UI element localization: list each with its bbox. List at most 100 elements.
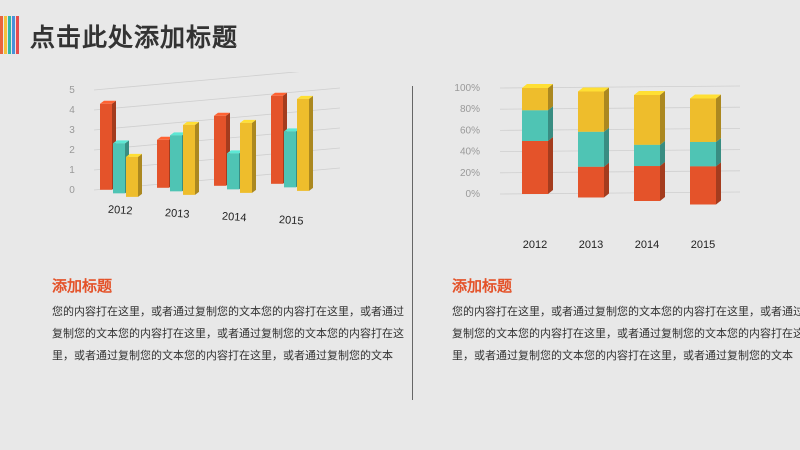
bar-top-face (227, 150, 243, 154)
stacked-bar-segment (690, 162, 721, 205)
y-tick-label: 0 (69, 185, 75, 196)
bar-top-face (183, 121, 199, 125)
bar-side-face (309, 95, 313, 191)
y-tick-label: 0% (466, 189, 481, 200)
bar-side-face (548, 84, 553, 111)
bar (183, 121, 199, 195)
bar (297, 95, 313, 191)
y-tick-label: 4 (69, 105, 75, 116)
bar-side-face (604, 162, 609, 198)
bar-side-face (195, 121, 199, 195)
y-tick-label: 3 (69, 125, 75, 136)
bar-front-face (100, 103, 112, 190)
bar-chart-3d: 0 1 2 3 4 5 2012 2013 2014 2015 (69, 72, 341, 228)
bar-front-face (634, 166, 660, 201)
bar-front-face (634, 95, 660, 145)
x-tick-label: 2013 (579, 239, 603, 251)
stacked-bar-segment (578, 87, 609, 132)
bar-front-face (578, 91, 604, 132)
bar-top-face (578, 87, 609, 92)
title-accent-stripes (0, 16, 22, 56)
bar-top-face (271, 92, 287, 96)
bar-front-face (578, 131, 604, 167)
bar-front-face (634, 144, 660, 167)
bar-front-face (522, 110, 548, 141)
bar-front-face (297, 98, 309, 191)
gridline (93, 87, 341, 111)
stacked-bar-segment (522, 106, 553, 141)
stacked-bar-segment (578, 162, 609, 198)
bar-front-face (690, 141, 716, 167)
stacked-bar-segment (634, 162, 665, 201)
bar-top-face (157, 136, 173, 140)
bar-side-face (548, 137, 553, 194)
bar-top-face (100, 100, 116, 104)
x-tick-label: 2015 (279, 214, 304, 228)
bar-top-face (113, 140, 129, 144)
accent-stripe (0, 16, 3, 54)
stacked-bar-segment (522, 84, 553, 111)
left-body-text: 您的内容打在这里，或者通过复制您的文本您的内容打在这里，或者通过复制您的文本您的… (52, 305, 404, 362)
right-subtitle: 添加标题 (452, 277, 513, 295)
y-tick-label: 2 (69, 145, 75, 156)
bar-side-face (138, 153, 142, 197)
bar-side-face (716, 137, 721, 167)
bar-front-face (522, 141, 548, 194)
y-tick-label: 40% (460, 147, 480, 158)
bar (240, 119, 256, 193)
y-tick-label: 20% (460, 168, 480, 179)
y-tick-label: 80% (460, 104, 480, 115)
accent-stripe (8, 16, 11, 54)
accent-stripe (16, 16, 19, 54)
bar-side-face (548, 106, 553, 141)
bar-side-face (660, 91, 665, 145)
bar-top-face (284, 128, 300, 132)
x-tick-label: 2014 (635, 239, 659, 251)
stacked-bar-segment (522, 137, 553, 194)
bar-front-face (690, 166, 716, 205)
bar-front-face (113, 143, 125, 194)
left-subtitle: 添加标题 (52, 277, 113, 295)
bar-front-face (284, 131, 296, 188)
bar-front-face (578, 166, 604, 198)
bar-top-face (297, 95, 313, 99)
accent-stripe (12, 16, 15, 54)
y-tick-label: 1 (69, 165, 75, 176)
stacked-bar-segment (578, 127, 609, 167)
bar-front-face (183, 124, 195, 195)
stacked-bar-segment (690, 94, 721, 142)
x-tick-label: 2012 (523, 239, 547, 251)
bar-front-face (157, 139, 169, 188)
stacked-bar-segment (634, 91, 665, 145)
bar-front-face (690, 98, 716, 142)
bar-front-face (227, 153, 239, 190)
bar-side-face (604, 87, 609, 132)
bar-side-face (604, 127, 609, 167)
bar-top-face (170, 132, 186, 136)
bar-top-face (522, 84, 553, 88)
bar-top-face (690, 94, 721, 99)
bar-front-face (271, 95, 283, 184)
bar (126, 153, 142, 197)
y-tick-label: 60% (460, 125, 480, 136)
bar-side-face (716, 162, 721, 205)
bar-side-face (660, 162, 665, 201)
bar-side-face (252, 119, 256, 193)
bar-front-face (240, 122, 252, 193)
gridline (93, 72, 300, 91)
y-tick-label: 100% (454, 83, 480, 94)
y-tick-label: 5 (69, 85, 75, 96)
accent-stripe (4, 16, 7, 54)
bar-top-face (240, 119, 256, 123)
stacked-bar-segment (690, 137, 721, 167)
bar-top-face (214, 112, 230, 116)
bar-side-face (716, 94, 721, 142)
bar-front-face (522, 88, 548, 111)
x-tick-label: 2012 (108, 204, 133, 218)
bar-front-face (214, 115, 226, 186)
bar-side-face (660, 140, 665, 167)
bar-top-face (634, 91, 665, 95)
stacked-percent-chart-3d: 0% 20% 40% 60% 80% 100% 2012 2013 2014 2015 (454, 83, 741, 251)
x-tick-label: 2013 (165, 207, 190, 221)
